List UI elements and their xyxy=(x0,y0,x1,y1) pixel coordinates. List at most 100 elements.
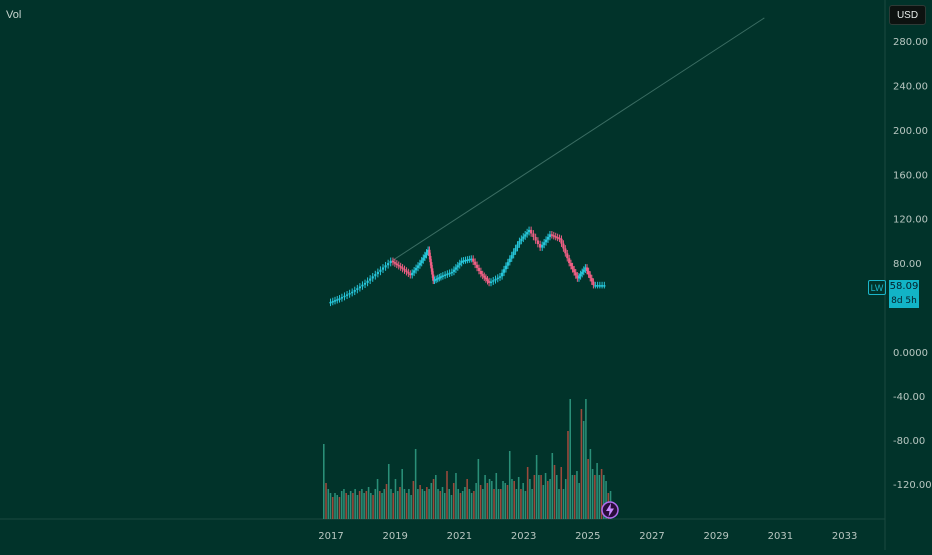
candle xyxy=(603,285,606,287)
candle xyxy=(479,270,483,275)
volume-bar xyxy=(435,475,437,519)
volume-bar xyxy=(594,475,596,519)
candle xyxy=(590,278,593,282)
indicator-label: Vol xyxy=(6,9,22,21)
candle xyxy=(336,299,339,301)
volume-bar xyxy=(524,491,527,519)
x-tick-label: 2019 xyxy=(382,531,407,542)
volume-bar xyxy=(439,491,442,519)
volume-bar xyxy=(522,483,524,519)
candle xyxy=(407,272,410,274)
candle xyxy=(487,281,491,283)
candle xyxy=(577,276,581,279)
candle xyxy=(520,238,523,241)
candle xyxy=(340,297,344,299)
lightning-bolt-icon[interactable] xyxy=(600,500,620,520)
volume-bar xyxy=(401,469,403,519)
volume-bar xyxy=(533,475,536,519)
volume-bar xyxy=(370,493,372,519)
volume-bar xyxy=(511,479,513,519)
volume-bar xyxy=(582,421,585,519)
volume-bar xyxy=(426,487,428,519)
candle xyxy=(393,262,396,264)
currency-button[interactable]: USD xyxy=(889,5,926,25)
candle xyxy=(430,262,433,269)
volume-bar xyxy=(338,497,341,519)
candle xyxy=(441,275,444,277)
candle xyxy=(405,270,408,273)
volume-bar xyxy=(464,487,466,519)
candle xyxy=(470,258,473,261)
candle xyxy=(348,293,351,295)
candle xyxy=(510,255,513,259)
volume-bar xyxy=(504,483,507,519)
x-tick-label: 2031 xyxy=(768,531,793,542)
candle xyxy=(371,276,374,279)
candle xyxy=(574,272,577,276)
candle xyxy=(526,232,529,235)
volume-bar xyxy=(356,495,359,519)
candle xyxy=(560,238,563,244)
candle xyxy=(558,237,561,240)
volume-bar xyxy=(412,481,415,519)
candle xyxy=(381,267,385,270)
candle xyxy=(516,244,519,249)
candle xyxy=(331,301,334,303)
candle xyxy=(422,257,425,261)
volume-bar xyxy=(340,491,343,519)
volume-bar xyxy=(428,489,430,519)
y-tick-label: -40.00 xyxy=(893,392,925,403)
candle xyxy=(546,236,550,240)
volume-bar xyxy=(419,485,421,519)
candle xyxy=(506,262,509,266)
candle xyxy=(484,277,487,280)
candle xyxy=(600,285,604,287)
candle xyxy=(502,269,506,273)
candle xyxy=(579,274,582,277)
volume-bar xyxy=(385,484,388,519)
volume-bar xyxy=(352,493,354,519)
volume-bar xyxy=(468,489,471,519)
candle xyxy=(486,279,489,282)
candle xyxy=(456,265,459,268)
candle xyxy=(399,266,402,268)
candle xyxy=(571,266,574,270)
candle xyxy=(431,268,434,275)
candle xyxy=(474,261,477,265)
volume-bar xyxy=(484,475,486,519)
volume-bar xyxy=(526,467,529,519)
candle xyxy=(329,301,332,304)
candle xyxy=(550,234,553,236)
volume-bar xyxy=(365,491,368,519)
candle xyxy=(568,258,571,264)
candle xyxy=(548,234,552,237)
volume-bar xyxy=(495,473,498,519)
candle xyxy=(468,259,471,261)
volume-bar xyxy=(562,489,565,519)
volume-bar xyxy=(549,479,551,519)
volume-bar xyxy=(535,455,538,519)
candle xyxy=(361,284,364,287)
volume-bar xyxy=(515,489,518,519)
volume-bar xyxy=(410,495,412,519)
candle xyxy=(427,249,430,253)
volume-bar xyxy=(361,489,363,519)
x-tick-label: 2023 xyxy=(511,531,536,542)
candle xyxy=(458,263,461,266)
candle xyxy=(369,278,372,281)
volume-bar xyxy=(446,471,448,519)
candle xyxy=(403,269,406,271)
x-tick-label: 2025 xyxy=(575,531,600,542)
trend-line xyxy=(391,17,765,262)
volume-bar xyxy=(580,409,583,519)
last-price-badge: 58.09 xyxy=(889,280,919,294)
y-tick-label: -120.00 xyxy=(893,480,932,491)
candle xyxy=(514,248,517,252)
candle xyxy=(498,276,502,278)
candle xyxy=(496,277,499,280)
candle xyxy=(448,272,451,275)
candle xyxy=(387,263,390,266)
candle xyxy=(460,260,463,264)
